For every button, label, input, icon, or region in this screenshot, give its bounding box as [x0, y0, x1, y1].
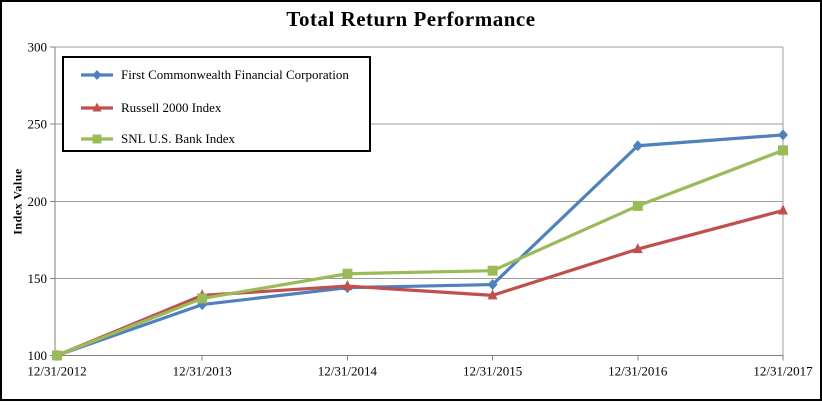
axes	[50, 46, 784, 361]
y-tick-label: 200	[28, 194, 48, 209]
x-tick-label: 12/31/2015	[463, 364, 522, 379]
series-line	[55, 133, 785, 358]
series-line	[55, 148, 785, 358]
series-2	[52, 145, 788, 361]
series-line	[55, 208, 785, 358]
data-point-marker	[778, 145, 788, 156]
x-tick-label: 12/31/2013	[173, 364, 232, 379]
legend-item-snl-us-bank: SNL U.S. Bank Index	[64, 126, 235, 152]
tick-labels: 100 150 200 250 300 12/31/2012 12/31/2013 12/31…	[27, 40, 813, 379]
legend-item-first-commonwealth: First Commonwealth Financial Corporation	[64, 62, 349, 88]
legend-marker	[92, 70, 102, 80]
y-tick-label: 100	[28, 348, 48, 363]
x-tick-label: 12/31/2012	[27, 364, 86, 379]
data-point-marker	[197, 293, 208, 304]
legend-label: First Commonwealth Financial Corporation	[121, 67, 349, 82]
y-tick-label: 250	[28, 117, 48, 132]
x-tick-label: 12/31/2014	[318, 364, 378, 379]
data-point-marker	[778, 204, 788, 215]
data-point-marker	[342, 280, 353, 291]
legend-marker	[92, 134, 102, 144]
data-point-marker	[52, 350, 62, 361]
y-tick-label: 150	[28, 271, 48, 286]
legend-marker	[92, 102, 102, 112]
y-tick-label: 300	[28, 40, 48, 55]
data-point-marker	[342, 268, 353, 279]
data-point-marker	[487, 265, 498, 276]
x-tick-label: 12/31/2016	[608, 364, 668, 379]
line-square-marker-icon	[81, 134, 113, 144]
legend-label: Russell 2000 Index	[121, 100, 222, 115]
data-point-marker	[632, 200, 643, 211]
data-point-marker	[778, 129, 788, 141]
x-tick-label: 12/31/2017	[753, 364, 813, 379]
legend: First Commonwealth Financial Corporation…	[62, 56, 371, 152]
series-0	[52, 129, 788, 361]
legend-label: SNL U.S. Bank Index	[121, 131, 235, 146]
data-point-marker	[632, 243, 643, 254]
line-diamond-marker-icon	[81, 70, 113, 80]
line-triangle-marker-icon	[81, 102, 113, 112]
chart-title: Total Return Performance	[286, 7, 536, 31]
legend-item-russell-2000: Russell 2000 Index	[64, 95, 221, 121]
data-point-marker	[632, 140, 643, 152]
data-point-marker	[487, 289, 498, 300]
series-1	[52, 204, 788, 360]
data-point-marker	[487, 279, 498, 291]
